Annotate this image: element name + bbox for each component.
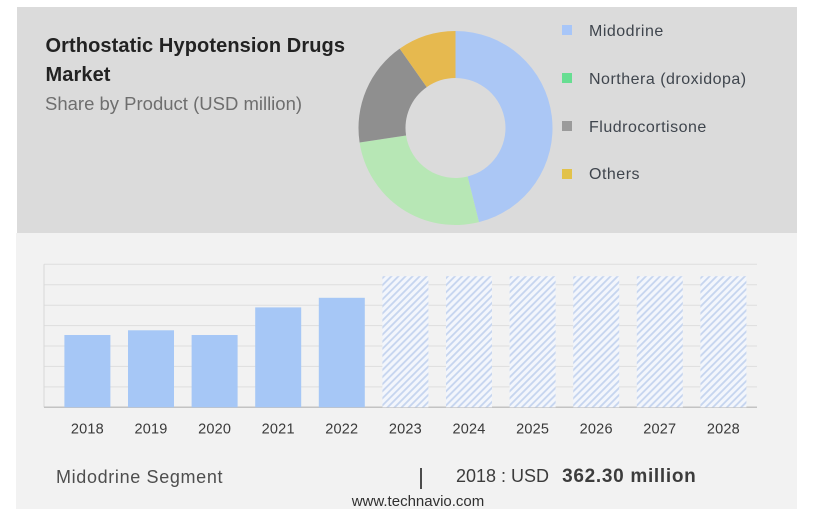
svg-text:2018: 2018 — [71, 422, 104, 438]
svg-text:2028: 2028 — [707, 422, 740, 438]
svg-text:2026: 2026 — [580, 422, 613, 438]
svg-text:2019: 2019 — [134, 422, 167, 438]
svg-text:2023: 2023 — [389, 422, 422, 438]
svg-text:2020: 2020 — [198, 422, 231, 438]
svg-text:2022: 2022 — [325, 422, 358, 438]
svg-text:2027: 2027 — [643, 422, 676, 438]
svg-text:2025: 2025 — [516, 422, 549, 438]
svg-text:2024: 2024 — [452, 422, 485, 438]
svg-text:2021: 2021 — [262, 422, 295, 438]
